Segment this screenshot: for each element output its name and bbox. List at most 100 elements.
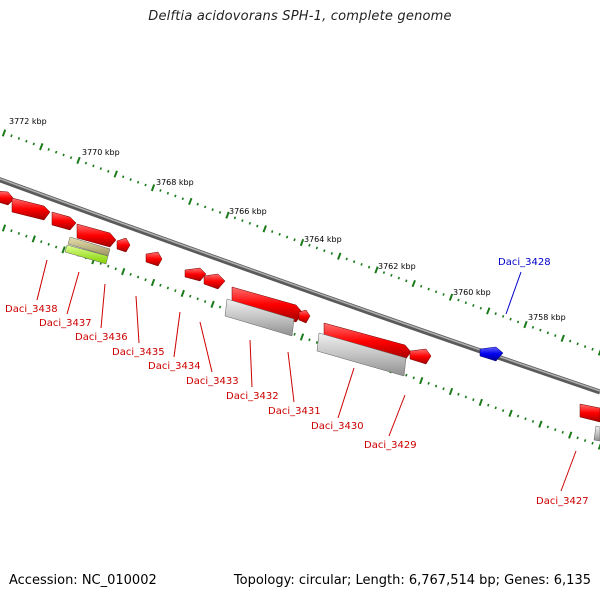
minor-tick — [464, 301, 468, 305]
minor-tick — [457, 392, 460, 396]
minor-tick — [360, 263, 363, 266]
minor-tick — [420, 284, 423, 288]
major-tick — [225, 211, 230, 219]
minor-tick — [114, 267, 117, 271]
feature-bar-grey[interactable] — [593, 425, 600, 442]
minor-tick — [591, 441, 594, 445]
scale-label-3766: 3766 kbp — [229, 207, 267, 216]
gene-arrow[interactable] — [145, 251, 163, 267]
gene-arrow[interactable] — [298, 309, 311, 324]
minor-tick — [122, 175, 125, 179]
feature-bar-grey[interactable] — [316, 332, 407, 377]
minor-tick — [569, 339, 572, 343]
feature-bar-grey[interactable] — [224, 298, 295, 337]
minor-tick — [345, 257, 348, 261]
major-tick — [448, 293, 454, 301]
minor-tick — [308, 243, 311, 247]
gene-arrow[interactable] — [76, 223, 117, 248]
minor-tick — [47, 242, 50, 246]
minor-tick — [546, 331, 550, 335]
major-tick — [538, 420, 543, 428]
minor-tick — [576, 436, 579, 440]
minor-tick — [308, 338, 311, 342]
minor-tick — [285, 235, 289, 239]
gene-arrow[interactable] — [11, 197, 51, 221]
gene-label-daci-3436[interactable]: Daci_3436 — [75, 332, 128, 343]
accession-text: Accession: NC_010002 — [9, 573, 157, 588]
minor-tick — [442, 387, 445, 391]
major-tick — [486, 307, 491, 315]
minor-tick — [107, 169, 110, 173]
minor-tick — [524, 417, 527, 421]
minor-tick — [554, 334, 557, 337]
minor-tick — [99, 167, 103, 171]
gene-arrow[interactable] — [116, 237, 131, 253]
minor-tick — [174, 194, 177, 198]
feature-bar-lime[interactable] — [64, 244, 109, 265]
minor-tick — [412, 376, 415, 380]
gene-arrow[interactable] — [579, 403, 600, 423]
minor-tick — [367, 265, 371, 269]
outer-scale-ticks — [1, 129, 600, 356]
minor-tick — [494, 406, 497, 410]
minor-tick — [591, 347, 594, 351]
gene-label-daci-3435[interactable]: Daci_3435 — [112, 347, 165, 358]
gene-label-daci-3438[interactable]: Daci_3438 — [5, 304, 58, 315]
minor-tick — [539, 328, 542, 332]
major-tick — [560, 334, 565, 342]
minor-tick — [576, 342, 579, 346]
major-tick — [113, 170, 118, 178]
minor-tick — [248, 221, 252, 225]
scale-label-3764: 3764 kbp — [304, 235, 342, 244]
major-tick — [262, 225, 267, 233]
minor-tick — [92, 164, 95, 168]
minor-tick — [434, 384, 438, 388]
gene-label-daci-3437[interactable]: Daci_3437 — [39, 318, 92, 329]
minor-tick — [54, 245, 58, 249]
minor-tick — [516, 320, 520, 324]
scale-label-3760: 3760 kbp — [453, 288, 491, 297]
minor-tick — [315, 341, 319, 344]
genome-summary-text: Topology: circular; Length: 6,767,514 bp… — [233, 573, 591, 588]
gene-label-daci-3433[interactable]: Daci_3433 — [186, 376, 239, 387]
gene-label-daci-3431[interactable]: Daci_3431 — [268, 406, 321, 417]
gene-label-daci-3434[interactable]: Daci_3434 — [148, 361, 201, 372]
minor-tick — [144, 278, 147, 282]
minor-tick — [136, 180, 140, 184]
minor-tick — [25, 234, 28, 238]
minor-tick — [181, 197, 184, 201]
minor-tick — [531, 420, 535, 423]
minor-tick — [40, 240, 43, 244]
gene-label-daci-3430[interactable]: Daci_3430 — [311, 421, 364, 432]
minor-tick — [189, 294, 192, 298]
label-leaders — [36, 259, 577, 492]
gene-arrow[interactable] — [51, 211, 77, 231]
page-title: Delftia acidovorans SPH-1, complete geno… — [148, 9, 452, 24]
gene-label-daci-3428[interactable]: Daci_3428 — [498, 257, 551, 268]
gene-arrow[interactable] — [409, 348, 432, 365]
major-tick — [508, 409, 513, 417]
minor-tick — [487, 403, 490, 407]
minor-tick — [546, 425, 550, 429]
gene-label-daci-3432[interactable]: Daci_3432 — [226, 391, 279, 402]
minor-tick — [405, 373, 408, 377]
minor-tick — [554, 428, 557, 432]
gene-arrow[interactable] — [479, 346, 504, 362]
gene-arrow[interactable] — [0, 190, 15, 206]
minor-tick — [330, 252, 333, 255]
minor-tick — [434, 290, 438, 294]
minor-tick — [397, 276, 401, 280]
minor-tick — [10, 229, 13, 233]
minor-tick — [32, 142, 35, 146]
minor-tick — [241, 219, 244, 222]
major-tick — [1, 224, 7, 232]
major-tick — [299, 333, 305, 341]
gene-label-daci-3427[interactable]: Daci_3427 — [536, 496, 589, 507]
gene-label-daci-3429[interactable]: Daci_3429 — [364, 440, 417, 451]
minor-tick — [69, 156, 73, 160]
scale-label-3758: 3758 kbp — [528, 313, 566, 322]
gene-arrow[interactable] — [184, 267, 207, 282]
minor-tick — [196, 202, 199, 206]
gene-arrow[interactable] — [203, 273, 226, 290]
